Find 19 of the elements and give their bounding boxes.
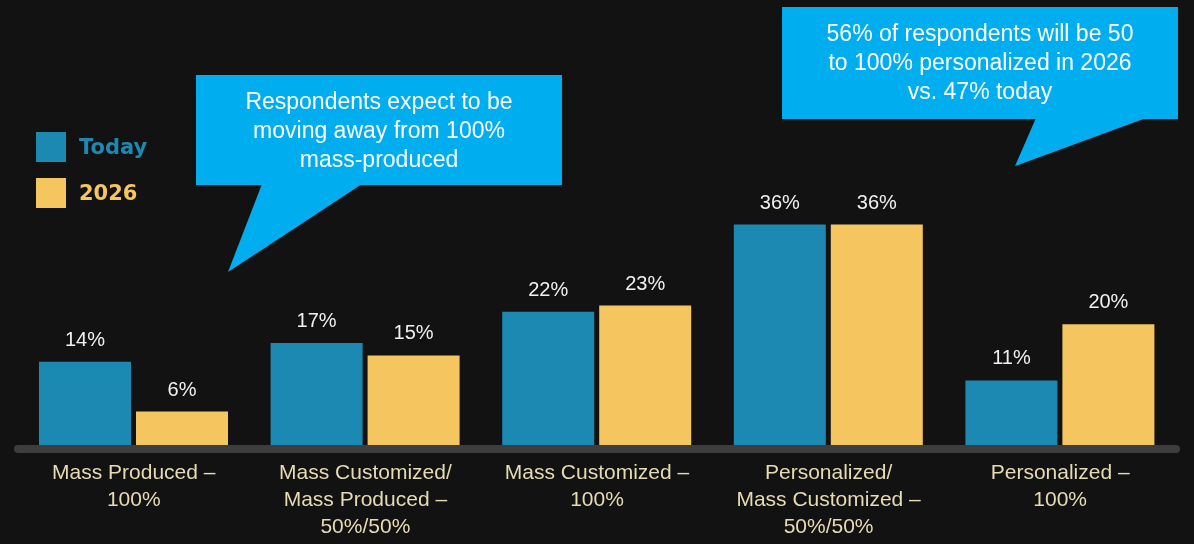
legend-label: 2026 xyxy=(79,181,138,205)
x-tick-label: Mass Produced – 100% xyxy=(52,460,216,510)
data-label: 17% xyxy=(296,308,337,331)
legend-label: Today xyxy=(79,135,148,159)
data-label: 36% xyxy=(759,190,801,213)
data-label: 20% xyxy=(1088,290,1129,313)
data-label: 6% xyxy=(167,377,197,400)
data-label: 22% xyxy=(528,277,569,300)
x-tick-label: Mass Customized/ Mass Produced – 50%/50% xyxy=(279,460,452,537)
data-label: 11% xyxy=(992,346,1031,369)
x-tick-label: Personalized – 100% xyxy=(990,460,1130,510)
x-tick-label: Mass Customized – 100% xyxy=(504,460,690,510)
text: Respondents expect to be moving away from 100% mass-produced xyxy=(244,87,514,174)
data-label: 36% xyxy=(856,190,898,213)
data-label: 23% xyxy=(625,271,666,294)
text: 56% of respondents will be 50 to 100% personalized in 2026 vs. 47% today xyxy=(825,19,1135,106)
data-label: 15% xyxy=(393,321,434,344)
x-tick-label: Personalized/ Mass Customized – 50%/50% xyxy=(736,460,922,537)
data-label: 14% xyxy=(64,327,106,350)
